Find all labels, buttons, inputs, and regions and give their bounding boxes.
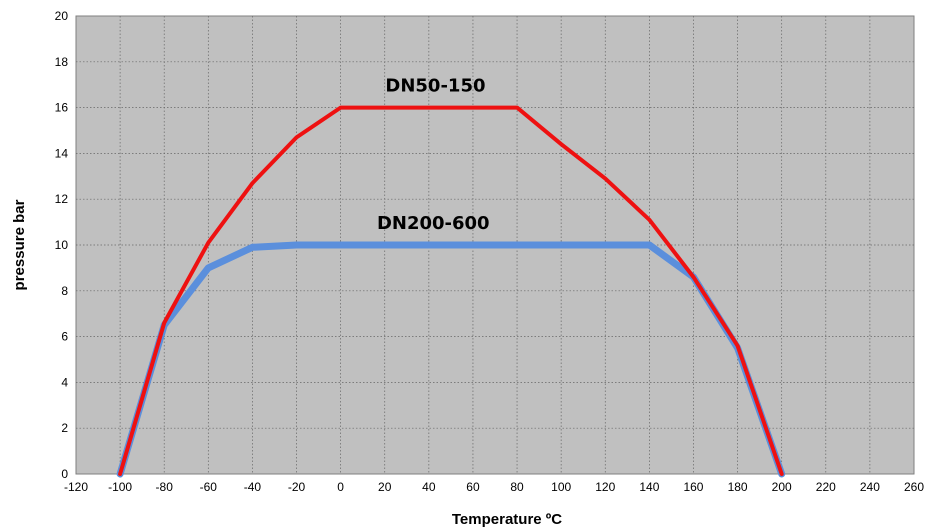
series-annotations: DN50-150 DN200-600 <box>377 76 490 234</box>
x-tick-label: 160 <box>683 480 703 494</box>
x-tick-label: -80 <box>156 480 174 494</box>
y-tick-label: 6 <box>61 330 68 344</box>
x-tick-label: 140 <box>639 480 659 494</box>
series-lines <box>116 105 786 478</box>
x-tick-label: 20 <box>378 480 392 494</box>
y-tick-label: 0 <box>61 467 68 481</box>
x-tick-label: -100 <box>108 480 132 494</box>
y-axis-ticks: 0 2 4 6 8 10 12 14 16 18 20 <box>55 9 69 481</box>
x-tick-label: 100 <box>551 480 571 494</box>
y-tick-label: 4 <box>61 375 68 389</box>
series-label: DN200-600 <box>377 213 490 234</box>
x-axis-ticks: -120 -100 -80 -60 -40 -20 0 20 40 60 80 100 120 140 16… <box>64 480 924 494</box>
x-tick-label: -60 <box>200 480 218 494</box>
x-tick-label: -40 <box>244 480 262 494</box>
series-label: DN50-150 <box>385 76 485 97</box>
x-tick-label: 80 <box>510 480 524 494</box>
y-tick-label: 14 <box>55 146 69 160</box>
x-tick-label: 220 <box>816 480 836 494</box>
y-tick-label: 8 <box>61 284 68 298</box>
x-tick-label: -20 <box>288 480 306 494</box>
y-axis-title: pressure bar <box>11 199 28 290</box>
x-tick-label: 180 <box>728 480 748 494</box>
series-line-dn50-150 <box>118 105 784 476</box>
y-tick-label: 20 <box>55 9 69 23</box>
x-tick-label: 0 <box>337 480 344 494</box>
y-tick-label: 12 <box>55 192 69 206</box>
x-tick-label: 260 <box>904 480 924 494</box>
y-tick-label: 18 <box>55 55 69 69</box>
x-tick-label: 40 <box>422 480 436 494</box>
y-tick-label: 2 <box>61 421 68 435</box>
y-tick-label: 16 <box>55 101 69 115</box>
y-tick-label: 10 <box>55 238 69 252</box>
x-tick-label: 120 <box>595 480 615 494</box>
x-tick-label: 200 <box>772 480 792 494</box>
x-tick-label: 60 <box>466 480 480 494</box>
series-line-dn200-600 <box>116 241 786 478</box>
x-axis-title: Temperature ºC <box>452 511 562 528</box>
x-tick-label: -120 <box>64 480 88 494</box>
x-tick-label: 240 <box>860 480 880 494</box>
